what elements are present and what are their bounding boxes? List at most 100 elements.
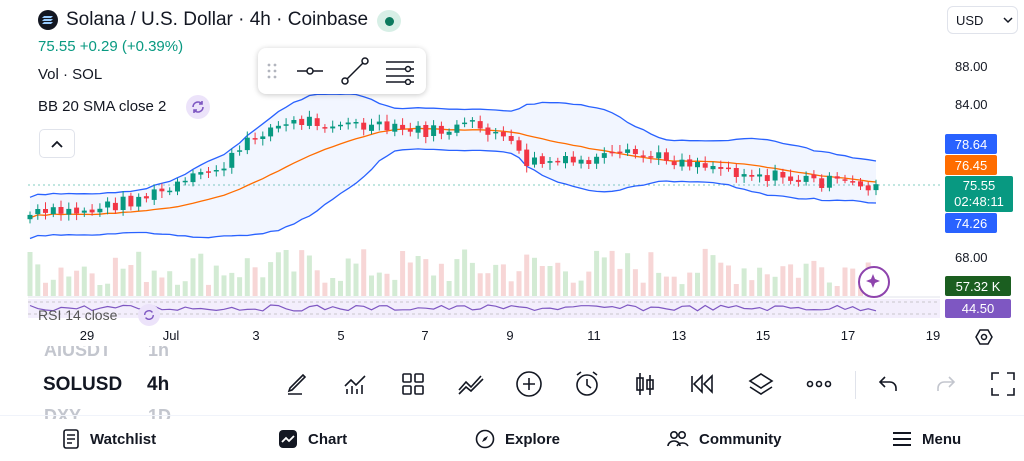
undo-icon[interactable] [872, 367, 904, 401]
time-tick: 7 [421, 328, 429, 343]
candle [570, 156, 576, 163]
prev-symbol[interactable]: AIUSDT [44, 346, 111, 360]
volume-bar [190, 258, 196, 296]
symbol-title[interactable]: Solana / U.S. Dollar · 4h · Coinbase [66, 9, 369, 30]
rsi-refresh-icon[interactable] [138, 304, 160, 326]
candle [454, 124, 460, 133]
currency-select[interactable]: USD [947, 6, 1018, 34]
candle [268, 127, 274, 137]
nav-chart[interactable]: Chart [278, 428, 347, 450]
rsi-indicator-label[interactable]: RSI 14 close [38, 307, 118, 321]
candle [764, 175, 770, 181]
volume-bar [438, 263, 444, 296]
candle [795, 179, 801, 182]
trend-line-icon[interactable] [340, 57, 370, 85]
candle [718, 167, 724, 169]
volume-bar [485, 273, 491, 296]
ai-assistant-icon[interactable] [858, 266, 890, 298]
volume-bar [244, 258, 250, 296]
grid-icon[interactable] [397, 367, 429, 401]
prev-interval[interactable]: 1h [148, 346, 170, 360]
candles-icon[interactable] [629, 367, 661, 401]
toolbar-divider [855, 371, 856, 399]
bb-upper-line [29, 93, 877, 198]
volume-bar [407, 262, 413, 296]
volume-bar [182, 281, 188, 296]
drawing-toolbar [258, 48, 426, 94]
next-symbol[interactable]: DXY [44, 406, 82, 419]
candle [369, 124, 374, 131]
volume-bar [539, 266, 545, 296]
candle [384, 121, 390, 131]
axis-settings-icon[interactable] [974, 327, 994, 347]
volume-bar [586, 271, 592, 296]
volume-bar [345, 258, 351, 296]
layers-icon[interactable] [745, 367, 777, 401]
candle [81, 210, 87, 213]
volume-bar [601, 257, 607, 296]
candle [128, 195, 134, 207]
alarm-icon[interactable] [571, 367, 603, 401]
compare-icon[interactable] [455, 367, 487, 401]
market-status-icon[interactable] [377, 10, 401, 32]
next-interval[interactable]: 1D [148, 406, 172, 419]
pencil-icon[interactable] [281, 367, 313, 401]
last-price-tag: 75.55 02:48:11 [945, 176, 1013, 212]
nav-divider [0, 415, 1024, 416]
nav-community[interactable]: Community [667, 428, 782, 450]
candle [50, 207, 56, 215]
volume-indicator-label[interactable]: Vol · SOL [38, 66, 103, 83]
volume-bar [625, 253, 631, 296]
rsi-pane [28, 299, 940, 318]
candle [89, 209, 95, 213]
collapse-indicators-button[interactable] [39, 129, 75, 158]
line-settings-icon[interactable] [384, 57, 416, 85]
candle [524, 149, 530, 166]
volume-bar [493, 264, 499, 296]
candle [663, 152, 669, 161]
more-icon[interactable] [803, 367, 835, 401]
nav-explore-label: Explore [505, 430, 561, 448]
volume-bar [369, 275, 374, 296]
replay-icon[interactable] [687, 367, 719, 401]
drag-handle-icon[interactable] [266, 62, 278, 80]
candle [710, 166, 716, 170]
volume-bar [780, 266, 786, 296]
candle [314, 118, 320, 126]
time-tick: 13 [671, 328, 687, 343]
bb-basis-line [29, 127, 877, 219]
candle [182, 180, 188, 183]
volume-bar [206, 284, 211, 296]
volume-bar [834, 286, 840, 296]
candle [213, 170, 219, 172]
candle [423, 125, 429, 137]
redo-icon[interactable] [930, 367, 962, 401]
nav-menu[interactable]: Menu [892, 428, 961, 450]
fullscreen-icon[interactable] [987, 367, 1019, 401]
bollinger-indicator-label[interactable]: BB 20 SMA close 2 [38, 98, 167, 115]
candle [338, 124, 343, 127]
volume-bar [112, 257, 118, 296]
indicators-icon[interactable] [339, 367, 371, 401]
current-interval[interactable]: 4h [147, 374, 170, 395]
horizontal-line-icon[interactable] [296, 61, 324, 81]
candle [252, 138, 258, 140]
candle [757, 174, 763, 177]
candle [431, 125, 437, 136]
nav-menu-label: Menu [922, 430, 962, 448]
candle [532, 157, 537, 165]
plus-circle-icon[interactable] [513, 367, 545, 401]
candle [477, 121, 483, 129]
nav-explore[interactable]: Explore [475, 428, 560, 450]
nav-watchlist[interactable]: Watchlist [62, 428, 156, 450]
current-symbol[interactable]: SOLUSD [43, 374, 123, 395]
refresh-icon[interactable] [186, 95, 210, 119]
volume-bar [361, 249, 367, 296]
solana-logo-icon [38, 10, 58, 30]
volume-bar [128, 265, 134, 296]
volume-bar [283, 250, 289, 296]
candle [873, 184, 879, 191]
candle [687, 159, 693, 167]
time-tick: 5 [337, 328, 345, 343]
